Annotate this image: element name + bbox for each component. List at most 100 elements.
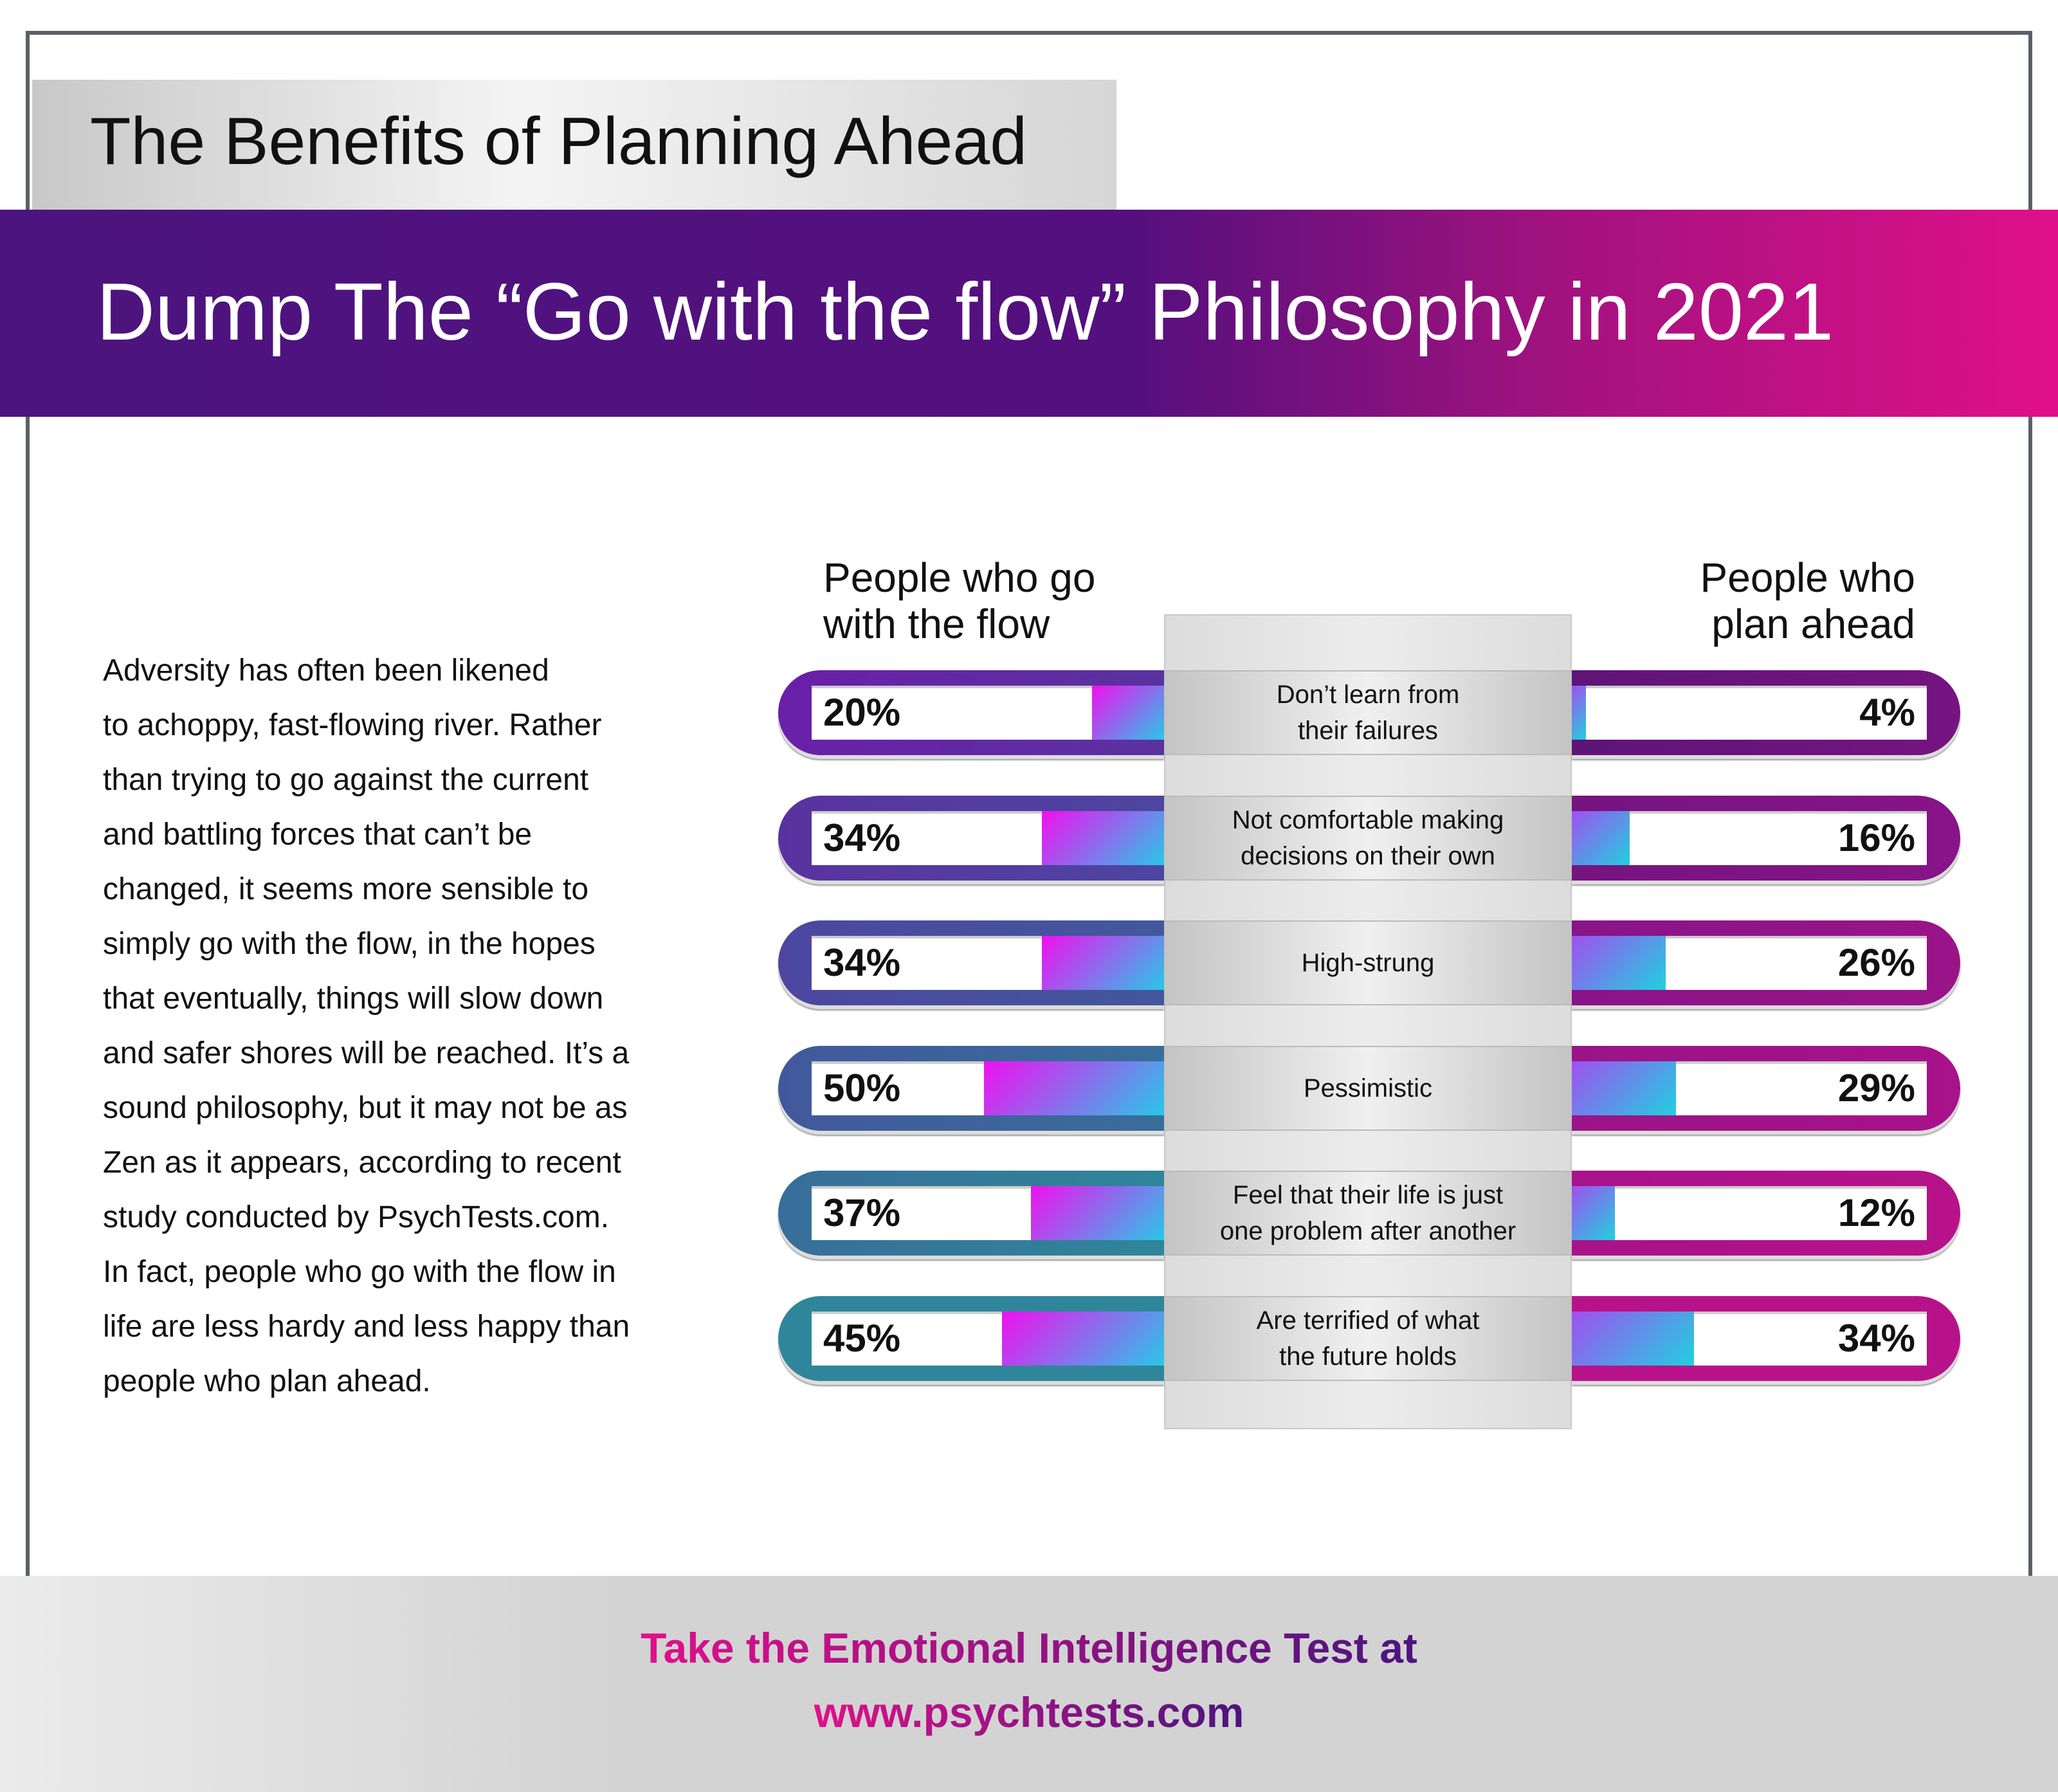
value-label: 29% <box>1837 1066 1915 1110</box>
category-label-line: Feel that their life is just <box>1232 1181 1504 1209</box>
banner <box>0 210 2058 417</box>
title-band <box>32 80 1116 211</box>
bar-track: 26% <box>1572 936 1927 990</box>
bar-fill <box>1572 686 1587 740</box>
legend-right: People who plan ahead <box>1608 554 1915 647</box>
intro-line-text: than trying to go against the current <box>103 763 589 797</box>
value-label: 20% <box>823 691 901 734</box>
intro-line: Zen as it appears, according to recent <box>103 1135 765 1190</box>
bar-track: 20% <box>812 686 1164 740</box>
footer-cta-text: Take the Emotional Intelligence Test at <box>641 1622 1417 1674</box>
footer-cta: Take the Emotional Intelligence Test at <box>0 1622 2058 1674</box>
intro-line-text: Adversity has often been likened <box>103 654 549 688</box>
plan-ahead-bar: 16% <box>1572 795 1960 881</box>
bar-track: 34% <box>812 936 1164 990</box>
intro-line: study conducted by PsychTests.com. <box>103 1190 765 1245</box>
value-label-box: 29% <box>1838 1066 1915 1110</box>
category-label: High-strung <box>1164 920 1572 1005</box>
value-label: 16% <box>1837 816 1915 859</box>
bar-track: 4% <box>1572 686 1927 740</box>
intro-line-text: to achoppy, fast-flowing river. Rather <box>103 708 602 742</box>
category-label: Pessimistic <box>1164 1045 1572 1131</box>
value-label: 12% <box>1837 1191 1915 1234</box>
plan-ahead-bar: 12% <box>1572 1171 1960 1256</box>
value-label-box: 20% <box>823 691 900 735</box>
intro-line-text: and battling forces that can’t be <box>103 818 533 852</box>
bar-fill <box>1041 810 1164 865</box>
plan-ahead-bar: 34% <box>1572 1295 1960 1381</box>
value-label: 34% <box>823 816 901 859</box>
plan-ahead-bar: 26% <box>1572 920 1960 1005</box>
go-with-flow-bar: 45% <box>778 1295 1164 1381</box>
bar-fill <box>1030 1186 1164 1240</box>
value-label: 4% <box>1859 691 1915 734</box>
intro-line: that eventually, things will slow down <box>103 971 765 1026</box>
bar-fill <box>1572 1311 1695 1366</box>
footer-link[interactable]: www.psychtests.com <box>0 1687 2058 1738</box>
bar-fill <box>1572 1186 1616 1240</box>
intro-line-text: and safer shores will be reached. It’s a <box>103 1036 630 1070</box>
intro-line: sound philosophy, but it may not be as <box>103 1081 765 1135</box>
value-label-box: 26% <box>1838 941 1915 985</box>
intro-line-text: study conducted by PsychTests.com. <box>103 1200 610 1234</box>
intro-line-text: people who plan ahead. <box>103 1364 431 1398</box>
category-label-line: the future holds <box>1279 1342 1457 1371</box>
bar-track: 37% <box>812 1186 1164 1240</box>
footer-link-text[interactable]: www.psychtests.com <box>814 1687 1244 1738</box>
plan-ahead-bar: 4% <box>1572 670 1960 755</box>
go-with-flow-bar: 50% <box>778 1045 1164 1131</box>
value-label-box: 34% <box>823 941 900 985</box>
bar-fill <box>1572 1061 1677 1115</box>
intro-line: people who plan ahead. <box>103 1354 765 1409</box>
bar-fill <box>984 1061 1164 1115</box>
value-label: 50% <box>823 1066 901 1110</box>
intro-line: changed, it seems more sensible to <box>103 862 765 917</box>
category-label: Are terrified of what the future holds <box>1164 1295 1572 1381</box>
intro-line-text: changed, it seems more sensible to <box>103 872 589 906</box>
intro-paragraph: Adversity has often been likened to achop… <box>103 643 765 1409</box>
category-label-line: one problem after another <box>1219 1217 1516 1245</box>
bar-track: 29% <box>1572 1061 1927 1115</box>
legend-left: People who go with the flow <box>823 554 1095 647</box>
value-label-box: 12% <box>1838 1191 1915 1235</box>
bar-fill <box>1572 936 1666 990</box>
go-with-flow-bar: 34% <box>778 795 1164 881</box>
intro-line: and battling forces that can’t be <box>103 807 765 862</box>
bar-track: 50% <box>812 1061 1164 1115</box>
intro-line-text: In fact, people who go with the flow in <box>103 1255 616 1289</box>
banner-title-text: Dump The “Go with the flow” Philosophy i… <box>96 266 1834 357</box>
footer <box>0 1576 2058 1792</box>
page-title-text: The Benefits of Planning Ahead <box>90 104 1028 179</box>
legend-left-line: People who go <box>823 554 1096 601</box>
bar-fill <box>1002 1311 1164 1366</box>
category-label-line: Pessimistic <box>1303 1074 1433 1102</box>
value-label: 34% <box>1837 1316 1915 1360</box>
banner-title: Dump The “Go with the flow” Philosophy i… <box>96 264 2000 360</box>
page-title: The Benefits of Planning Ahead <box>90 103 1106 180</box>
legend-right-line: plan ahead <box>1711 601 1915 647</box>
intro-line: and safer shores will be reached. It’s a <box>103 1026 765 1081</box>
go-with-flow-bar: 34% <box>778 920 1164 1005</box>
bar-fill <box>1572 810 1630 865</box>
value-label-box: 50% <box>823 1066 900 1110</box>
go-with-flow-bar: 20% <box>778 670 1164 755</box>
intro-line-text: sound philosophy, but it may not be as <box>103 1091 628 1125</box>
intro-line: than trying to go against the current <box>103 753 765 807</box>
intro-line-text: life are less hardy and less happy than <box>103 1310 630 1344</box>
intro-line: to achoppy, fast-flowing river. Rather <box>103 698 765 753</box>
category-label-line: High-strung <box>1301 949 1435 977</box>
page-frame <box>26 31 2032 1587</box>
value-label-box: 37% <box>823 1191 900 1235</box>
category-label: Don’t learn from their failures <box>1164 670 1572 755</box>
bar-track: 34% <box>812 810 1164 865</box>
category-label-line: Don’t learn from <box>1276 681 1460 709</box>
category-label: Feel that their life is just one problem … <box>1164 1171 1572 1256</box>
bar-track: 45% <box>812 1311 1164 1366</box>
category-label-line: Not comfortable making <box>1232 805 1504 834</box>
bar-fill <box>1041 936 1164 990</box>
bar-fill <box>1092 686 1164 740</box>
value-label-box: 4% <box>1859 691 1915 735</box>
value-label-box: 45% <box>823 1317 900 1360</box>
intro-line: life are less hardy and less happy than <box>103 1299 765 1354</box>
intro-line-text: simply go with the flow, in the hopes <box>103 927 596 961</box>
